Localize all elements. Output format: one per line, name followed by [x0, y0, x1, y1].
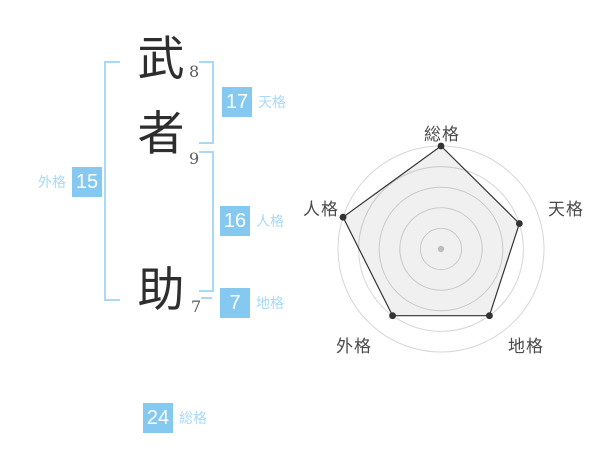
jinkaku-label: 人格 [256, 213, 284, 229]
tenkaku-bracket [199, 61, 214, 144]
radar-axis-label-soukaku: 総格 [424, 125, 460, 144]
name-kanji-3: 助 [137, 263, 185, 318]
gaikaku-bracket [104, 61, 120, 301]
tenkaku-value-badge: 17 [222, 87, 252, 117]
gaikaku-label: 外格 [38, 174, 66, 190]
chikaku-label: 地格 [256, 295, 284, 311]
chikaku-tick [201, 297, 212, 299]
jinkaku-bracket [199, 151, 214, 292]
gaikaku-value-badge: 15 [72, 167, 102, 197]
soukaku-label: 総格 [179, 410, 207, 426]
chikaku-value-badge: 7 [220, 288, 250, 318]
radar-axis-label-jinkaku: 人格 [303, 200, 339, 219]
radar-axis-label-tenkaku: 天格 [548, 200, 584, 219]
name-kanji-2: 者 [137, 107, 185, 162]
stroke-count-2: 9 [189, 149, 200, 168]
radar-axis-label-gaikaku: 外格 [336, 337, 372, 356]
soukaku-value-badge: 24 [143, 403, 173, 433]
name-kanji-1: 武 [137, 32, 185, 87]
jinkaku-value-badge: 16 [220, 206, 250, 236]
radar-axis-label-chikaku: 地格 [508, 337, 544, 356]
tenkaku-label: 天格 [258, 94, 286, 110]
stroke-count-1: 8 [189, 62, 200, 81]
stroke-count-3: 7 [191, 297, 202, 316]
